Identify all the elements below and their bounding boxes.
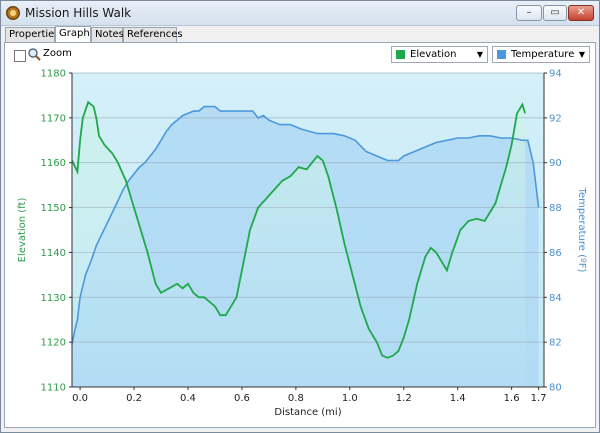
elevation-swatch bbox=[396, 50, 405, 59]
y-left-axis-title: Elevation (ft) bbox=[17, 198, 28, 263]
x-axis-title: Distance (mi) bbox=[274, 407, 341, 418]
x-tick-label: 0.4 bbox=[180, 393, 196, 404]
x-tick-label: 0.2 bbox=[126, 393, 142, 404]
app-icon bbox=[6, 6, 20, 20]
y-right-tick-label: 90 bbox=[549, 158, 562, 169]
chevron-down-icon: ▼ bbox=[476, 50, 483, 59]
tab-notes[interactable]: Notes bbox=[91, 27, 124, 42]
x-tick-label: 0.0 bbox=[72, 393, 88, 404]
y-left-tick-label: 1170 bbox=[41, 113, 66, 124]
x-tick-label: 0.6 bbox=[234, 393, 250, 404]
x-tick-label: 1.4 bbox=[450, 393, 466, 404]
zoom-label: Zoom bbox=[43, 48, 72, 59]
y-right-axis-title: Temperature (ºF) bbox=[576, 187, 587, 273]
title-bar[interactable]: Mission Hills Walk – ▭ ✕ bbox=[1, 1, 599, 26]
x-tick-label: 1.6 bbox=[504, 393, 520, 404]
y-left-tick-label: 1150 bbox=[41, 203, 66, 214]
y-right-tick-label: 86 bbox=[549, 248, 562, 259]
y-right-tick-label: 94 bbox=[549, 69, 562, 80]
temperature-swatch bbox=[497, 50, 506, 59]
x-tick-label: 0.8 bbox=[288, 393, 304, 404]
magnifier-icon bbox=[28, 48, 41, 61]
graph-panel: 1110 1120 1130 1140 1150 1160 1170 1180 80 82 84 86… bbox=[4, 42, 596, 428]
elevation-temperature-chart[interactable]: 1110 1120 1130 1140 1150 1160 1170 1180 80 82 84 86… bbox=[5, 43, 595, 427]
close-button[interactable]: ✕ bbox=[568, 5, 594, 21]
left-series-select-value: Elevation bbox=[410, 49, 457, 60]
y-right-tick-label: 84 bbox=[549, 293, 562, 304]
y-left-tick-label: 1160 bbox=[41, 158, 66, 169]
x-tick-label: 1.7 bbox=[531, 393, 547, 404]
y-left-tick-label: 1140 bbox=[41, 248, 66, 259]
minimize-button[interactable]: – bbox=[516, 5, 542, 21]
tab-properties[interactable]: Properties bbox=[5, 27, 60, 42]
y-right-tick-label: 82 bbox=[549, 338, 562, 349]
y-left-tick-label: 1120 bbox=[41, 338, 66, 349]
tab-graph[interactable]: Graph bbox=[55, 26, 91, 43]
y-right-tick-label: 92 bbox=[549, 113, 562, 124]
y-left-tick-label: 1130 bbox=[41, 293, 66, 304]
zoom-checkbox[interactable] bbox=[14, 50, 26, 62]
chevron-down-icon: ▼ bbox=[578, 50, 585, 59]
y-left-tick-label: 1180 bbox=[41, 69, 66, 80]
right-series-select[interactable]: Temperature ▼ bbox=[492, 46, 590, 63]
y-right-tick-label: 88 bbox=[549, 203, 562, 214]
y-left-tick-label: 1110 bbox=[41, 383, 66, 394]
elevation-line bbox=[71, 100, 526, 359]
elevation-area bbox=[72, 102, 526, 387]
window-title: Mission Hills Walk bbox=[25, 6, 132, 20]
left-series-select[interactable]: Elevation ▼ bbox=[391, 46, 488, 63]
right-series-select-value: Temperature bbox=[511, 49, 575, 60]
y-right-tick-label: 80 bbox=[549, 383, 562, 394]
maximize-button[interactable]: ▭ bbox=[543, 5, 567, 21]
x-tick-label: 1.0 bbox=[342, 393, 358, 404]
x-tick-label: 1.2 bbox=[396, 393, 412, 404]
tab-references[interactable]: References bbox=[123, 27, 183, 42]
temperature-line bbox=[71, 105, 540, 345]
